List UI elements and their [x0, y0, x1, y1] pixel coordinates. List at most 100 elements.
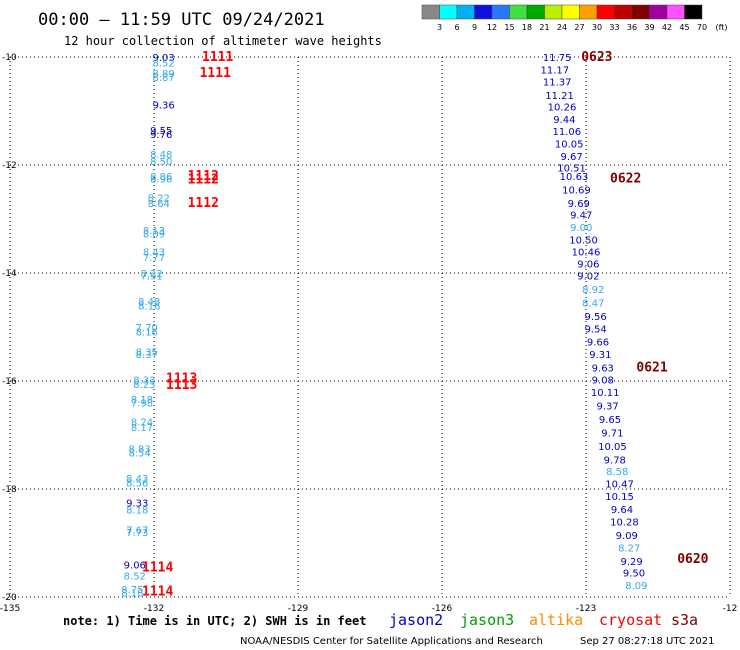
color-scale-label: 39: [644, 23, 654, 32]
time-label: 1114: [142, 585, 173, 600]
x-axis-ticks: -135 -132 -129 -126 -123 -12: [0, 604, 737, 614]
time-label: 0621: [636, 361, 667, 376]
color-scale-label: 18: [522, 23, 532, 32]
swh-value-label: 8.35: [136, 347, 158, 358]
chart-title: 00:00 – 11:59 UTC 09/24/2021: [38, 10, 325, 30]
color-swatch: [614, 4, 633, 20]
swh-value-label: 8.17: [131, 423, 153, 434]
color-swatch: [526, 4, 545, 20]
swh-value-label: 8.22: [140, 269, 162, 280]
swh-value-label: 7.73: [126, 528, 148, 539]
time-label: 0620: [677, 552, 708, 567]
color-scale-label: 45: [679, 23, 689, 32]
time-labels: 1111111111121112111211131113111411140623…: [142, 50, 709, 600]
color-swatch: [596, 4, 615, 20]
swh-value-label: 8.50: [150, 157, 172, 168]
swh-value-label: 9.64: [611, 505, 633, 516]
color-scale-legend: 3 6 9 12 15 18 21 24 27 30 33 36 39 42 45 70 (ft): [421, 4, 728, 32]
satellite-legend-jason3: jason3: [460, 611, 514, 629]
swh-value-label: 8.18: [131, 395, 153, 406]
swh-value-label: 10.51: [557, 164, 586, 175]
color-scale-label: 6: [454, 23, 459, 32]
swh-value-label: 9.67: [560, 152, 582, 163]
swh-value-label: 10.05: [555, 139, 584, 150]
swh-value-label: 9.06: [124, 561, 146, 572]
swh-value-label: 8.27: [618, 543, 640, 554]
satellite-legend-altika: altika: [529, 611, 583, 629]
swh-value-label: 9.50: [623, 569, 645, 580]
time-label: 1111: [200, 66, 231, 81]
y-tick-label: -16: [2, 377, 17, 387]
color-scale-label: 12: [487, 23, 497, 32]
swh-value-label: 9.00: [570, 223, 592, 234]
swh-value-label: 9.78: [604, 455, 626, 466]
swh-value-label: 7.98: [131, 399, 153, 410]
swh-value-label: 9.47: [570, 211, 592, 222]
time-label: 1112: [188, 169, 219, 184]
y-axis-ticks: -10 -12 -14 -16 -18 -20: [2, 53, 17, 603]
footer-note: note: 1) Time is in UTC; 2) SWH is in fe…: [63, 614, 366, 628]
swh-value-label: 9.71: [601, 428, 623, 439]
swh-value-label: 8.22: [148, 193, 170, 204]
swh-value-label: 9.55: [150, 126, 172, 137]
color-scale-label: 21: [539, 23, 549, 32]
time-label: 1111: [202, 50, 233, 65]
swh-value-label: 8.43: [143, 247, 165, 258]
swh-value-label: 9.29: [620, 557, 642, 568]
swh-value-label: 10.50: [569, 236, 598, 247]
satellite-legend-jason2: jason2: [389, 611, 443, 629]
swh-value-label: 10.11: [591, 388, 620, 399]
color-scale-label: 42: [662, 23, 672, 32]
satellite-legend-cryosat: cryosat: [599, 611, 662, 629]
swh-value-label: 8.33: [133, 375, 155, 386]
swh-value-label: 10.15: [605, 492, 634, 503]
swh-value-label: 9.69: [568, 199, 590, 210]
x-tick-label: -132: [144, 604, 164, 614]
swh-value-label: 11.06: [552, 127, 581, 138]
swh-value-label: 8.43: [126, 474, 148, 485]
swh-value-label: 11.75: [543, 53, 572, 64]
swh-value-label: 8.75: [121, 585, 143, 596]
swh-value-label: 9.02: [577, 272, 599, 283]
swh-value-label: 9.65: [599, 415, 621, 426]
y-tick-label: -18: [2, 485, 17, 495]
swh-value-label: 8.58: [606, 467, 628, 478]
swh-value-label: 10.46: [572, 247, 601, 258]
time-label: 1112: [188, 173, 219, 188]
footer-timestamp: Sep 27 08:27:18 UTC 2021: [580, 636, 714, 647]
color-swatch: [456, 4, 475, 20]
swh-value-label: 9.09: [616, 531, 638, 542]
swh-value-label: 8.16: [138, 301, 160, 312]
swh-value-label: 9.31: [589, 350, 611, 361]
time-label: 1114: [142, 560, 173, 575]
swh-value-label: 7.67: [126, 526, 148, 537]
swh-value-label: 9.06: [577, 259, 599, 270]
swh-value-label: 9.03: [152, 53, 174, 64]
swh-value-label: 10.05: [598, 442, 627, 453]
swh-value-label: 8.16: [136, 327, 158, 338]
color-swatch: [544, 4, 563, 20]
swh-value-label: 8.48: [138, 297, 160, 308]
color-scale-label: 70: [697, 23, 707, 32]
swh-value-label: 11.21: [545, 91, 574, 102]
swh-value-label: 8.54: [128, 448, 150, 459]
swh-value-label: 10.26: [548, 103, 577, 114]
y-tick-label: -14: [2, 269, 17, 279]
swh-value-label: 9.08: [592, 375, 614, 386]
color-scale-label: 15: [504, 23, 514, 32]
swh-value-label: 10.28: [610, 517, 639, 528]
x-tick-label: -135: [0, 604, 20, 614]
swh-value-label: 7.77: [143, 253, 165, 264]
swh-value-label: 9.33: [126, 499, 148, 510]
swh-value-label: 11.37: [543, 77, 572, 88]
swh-value-label: 9.56: [584, 312, 606, 323]
time-label: 0623: [581, 50, 612, 65]
swh-value-label: 8.23: [133, 380, 155, 391]
satellite-legend: jason2 jason3 altika cryosat s3a: [389, 611, 698, 629]
grid-lines: [9, 56, 731, 598]
swh-value-label: 7.70: [136, 323, 158, 334]
swh-value-label: 8.83: [128, 445, 150, 456]
color-scale-label: 30: [592, 23, 602, 32]
swh-value-label: 8.87: [152, 73, 174, 84]
